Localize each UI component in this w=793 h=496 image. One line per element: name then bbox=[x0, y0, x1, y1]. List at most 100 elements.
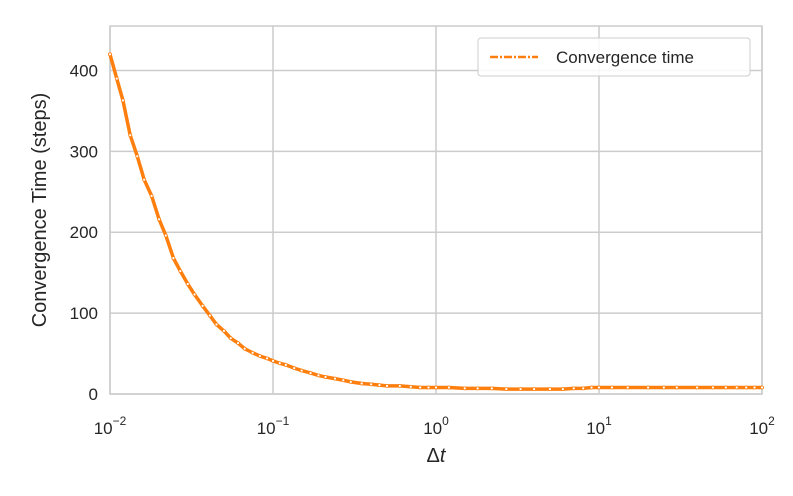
data-point bbox=[359, 381, 364, 386]
data-point bbox=[744, 385, 749, 390]
data-point bbox=[646, 385, 650, 390]
data-point bbox=[236, 341, 240, 345]
x-tick-exponent: 0 bbox=[442, 414, 449, 428]
data-point bbox=[674, 385, 679, 390]
x-tick-base: 10 bbox=[586, 419, 605, 438]
data-point bbox=[128, 133, 133, 138]
x-axis-title-base: Δ bbox=[427, 445, 440, 467]
data-point bbox=[250, 350, 255, 355]
data-point bbox=[284, 362, 288, 367]
y-tick-label: 300 bbox=[70, 142, 98, 161]
data-point bbox=[504, 387, 509, 392]
data-point bbox=[171, 256, 176, 261]
data-point bbox=[192, 292, 197, 297]
data-point bbox=[214, 322, 219, 327]
x-tick-label: 10−2 bbox=[94, 414, 127, 438]
data-point bbox=[610, 385, 614, 390]
data-point bbox=[316, 373, 321, 378]
x-tick-base: 10 bbox=[749, 419, 768, 438]
data-point bbox=[308, 371, 313, 375]
data-point bbox=[333, 376, 337, 381]
data-point bbox=[207, 313, 212, 318]
data-point bbox=[447, 385, 451, 390]
data-point bbox=[200, 303, 205, 308]
x-axis-title-var: t bbox=[440, 445, 447, 467]
data-point bbox=[135, 154, 140, 159]
data-point bbox=[149, 193, 154, 198]
x-tick-base: 10 bbox=[257, 419, 276, 438]
y-tick-label: 100 bbox=[70, 304, 98, 323]
y-tick-label: 200 bbox=[70, 223, 98, 242]
data-point bbox=[257, 354, 262, 358]
x-tick-base: 10 bbox=[94, 419, 113, 438]
data-point bbox=[711, 385, 715, 390]
data-point bbox=[434, 385, 438, 390]
y-axis-title: Convergence Time (steps) bbox=[29, 93, 51, 328]
legend: Convergence time bbox=[477, 37, 751, 77]
data-point bbox=[489, 386, 494, 391]
data-point bbox=[323, 375, 328, 379]
data-point bbox=[185, 282, 190, 286]
x-tick-base: 10 bbox=[423, 419, 442, 438]
data-point bbox=[475, 386, 480, 391]
data-point bbox=[518, 387, 523, 392]
data-point bbox=[625, 385, 630, 390]
grid-lines bbox=[109, 26, 763, 395]
legend-label: Convergence time bbox=[556, 48, 694, 67]
legend-box bbox=[477, 37, 751, 77]
data-point bbox=[581, 386, 586, 391]
data-point bbox=[462, 386, 467, 391]
data-point bbox=[348, 379, 353, 384]
y-tick-label: 400 bbox=[70, 61, 98, 80]
data-point bbox=[292, 366, 297, 371]
x-tick-label: 100 bbox=[423, 414, 449, 438]
plot-frame bbox=[109, 25, 763, 395]
data-point bbox=[695, 385, 700, 390]
data-point bbox=[369, 382, 374, 387]
x-tick-exponent: −2 bbox=[113, 414, 127, 428]
data-point bbox=[157, 217, 161, 222]
data-point bbox=[114, 76, 119, 81]
data-point bbox=[385, 384, 389, 388]
data-point bbox=[734, 385, 739, 390]
y-tick-label: 0 bbox=[89, 385, 98, 404]
data-point bbox=[178, 269, 183, 273]
data-point bbox=[341, 378, 346, 383]
data-point bbox=[277, 361, 282, 366]
x-tick-label: 10−1 bbox=[257, 414, 290, 438]
data-point bbox=[142, 177, 147, 182]
x-tick-exponent: 1 bbox=[605, 414, 612, 428]
data-point bbox=[560, 387, 565, 392]
data-point bbox=[589, 385, 594, 390]
data-point bbox=[228, 336, 233, 341]
data-point bbox=[299, 368, 304, 373]
data-point bbox=[108, 52, 112, 57]
data-point bbox=[723, 385, 728, 390]
x-tick-exponent: −1 bbox=[276, 414, 290, 428]
data-point bbox=[752, 385, 757, 390]
series-layer bbox=[108, 52, 764, 392]
data-point bbox=[397, 384, 402, 388]
data-point bbox=[597, 385, 601, 390]
data-point bbox=[426, 385, 431, 390]
data-point bbox=[377, 383, 382, 388]
data-point bbox=[418, 385, 423, 390]
data-point bbox=[121, 98, 125, 103]
x-tick-exponent: 2 bbox=[768, 414, 775, 428]
data-point bbox=[163, 233, 168, 238]
y-axis-ticks: 0 100 200 300 400 bbox=[70, 61, 98, 404]
x-tick-label: 101 bbox=[586, 414, 612, 438]
x-axis-title: Δt bbox=[427, 445, 447, 467]
data-point bbox=[548, 387, 552, 392]
data-point bbox=[571, 386, 576, 391]
x-tick-label: 102 bbox=[749, 414, 775, 438]
data-point bbox=[408, 384, 413, 389]
data-point bbox=[271, 358, 275, 363]
series-line bbox=[108, 52, 764, 391]
data-point bbox=[532, 387, 537, 392]
x-axis-ticks: 10−2 10−1 100 101 102 bbox=[94, 414, 775, 438]
data-point bbox=[265, 356, 270, 361]
data-point bbox=[242, 346, 247, 351]
data-point bbox=[661, 385, 666, 390]
